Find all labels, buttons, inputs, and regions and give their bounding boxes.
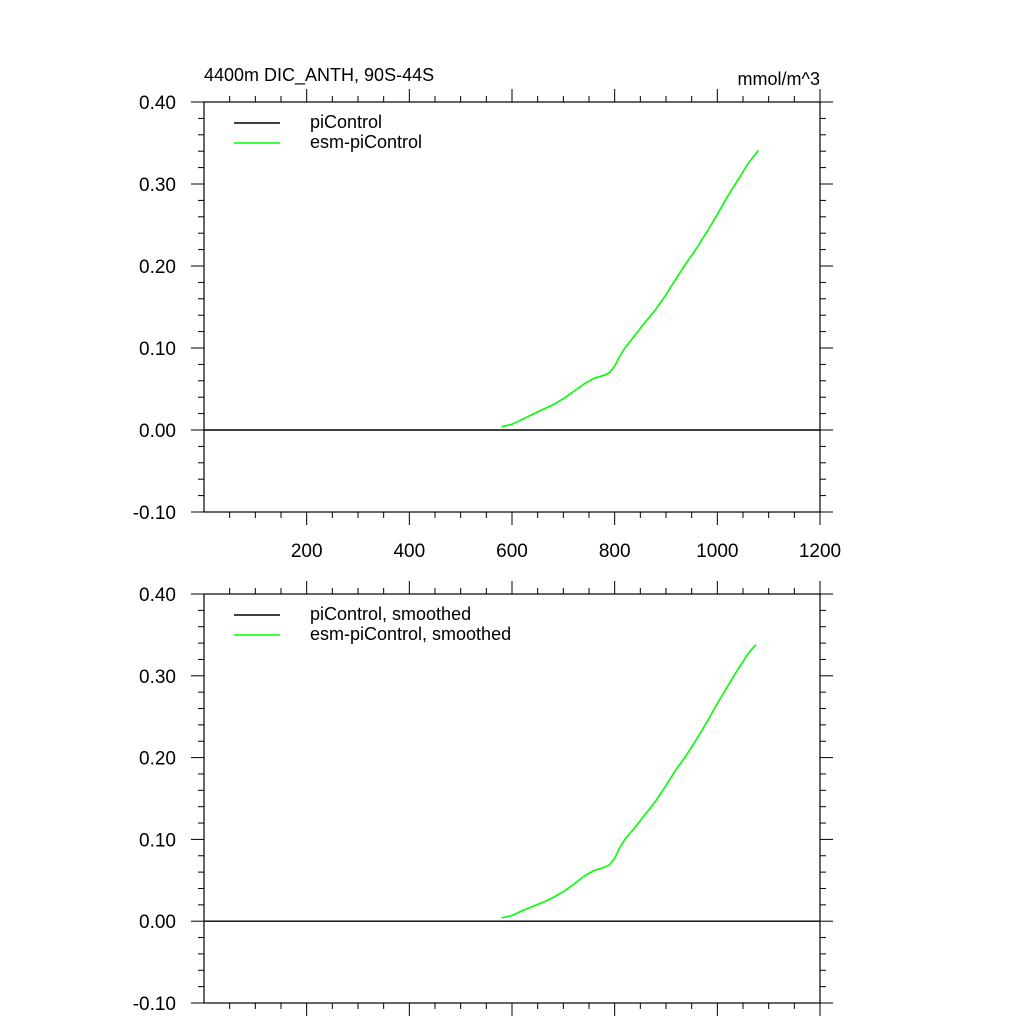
plot-frame	[203, 593, 821, 1004]
plot-frame	[203, 101, 821, 513]
x-tick-label: 600	[496, 541, 528, 562]
top-axes: -0.10 0.00 0.10 0.20 0.30 0.40 200 400 600 800 100…	[133, 89, 841, 562]
bottom-axes: -0.10 0.00 0.10 0.20 0.30 0.40	[133, 581, 833, 1016]
units-label: mmol/m^3	[738, 69, 820, 89]
y-tick-label: 0.40	[139, 585, 176, 606]
y-tick-label: 0.00	[139, 421, 176, 442]
top-panel: 4400m DIC_ANTH, 90S-44S mmol/m^3 -0.10 0.…	[133, 65, 841, 562]
y-tick-label: 0.30	[139, 667, 176, 688]
chart-title: 4400m DIC_ANTH, 90S-44S	[204, 65, 434, 86]
y-tick-label: 0.10	[139, 339, 176, 360]
esm-picontrol-series-line	[501, 149, 760, 428]
y-tick-label: 0.20	[139, 257, 176, 278]
x-tick-label: 800	[599, 541, 631, 562]
x-tick-label: 400	[393, 541, 425, 562]
y-tick-label: 0.10	[139, 830, 176, 851]
y-tick-label: 0.20	[139, 749, 176, 770]
top-series	[204, 149, 820, 431]
bottom-series	[204, 644, 820, 922]
bottom-panel: -0.10 0.00 0.10 0.20 0.30 0.40 piControl, smo…	[133, 581, 833, 1016]
x-tick-label: 1000	[696, 541, 738, 562]
y-tick-label: 0.40	[139, 93, 176, 114]
y-tick-label: -0.10	[133, 994, 176, 1015]
esm-picontrol-series-line	[501, 644, 757, 919]
y-tick-label: 0.30	[139, 175, 176, 196]
legend-label: esm-piControl	[310, 132, 422, 152]
x-tick-label: 1200	[799, 541, 841, 562]
legend-label: piControl, smoothed	[310, 604, 471, 624]
legend-label: esm-piControl, smoothed	[310, 624, 511, 644]
legend-label: piControl	[310, 112, 382, 132]
x-tick-label: 200	[291, 541, 323, 562]
y-tick-label: -0.10	[133, 503, 176, 524]
y-tick-label: 0.00	[139, 912, 176, 933]
